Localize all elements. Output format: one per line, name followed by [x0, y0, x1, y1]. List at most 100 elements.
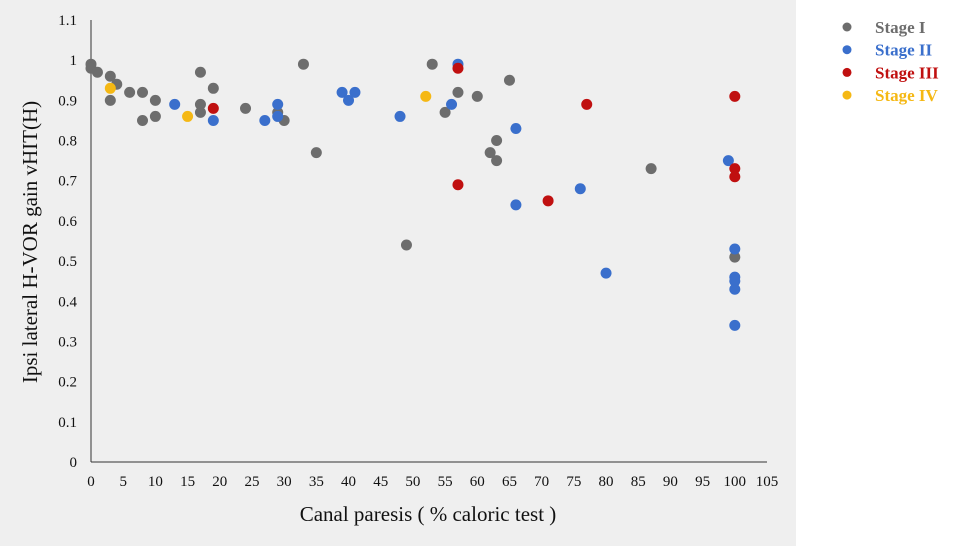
point-stage-i — [491, 135, 503, 147]
point-stage-i — [124, 86, 136, 98]
point-stage-i — [240, 102, 252, 114]
legend-label-stage-ii: Stage II — [875, 41, 933, 60]
point-stage-ii — [259, 114, 271, 126]
x-tick-label: 65 — [502, 474, 517, 490]
x-tick-label: 50 — [405, 474, 420, 490]
point-stage-i — [194, 98, 206, 110]
point-stage-i — [471, 90, 483, 102]
point-stage-iii — [729, 171, 741, 183]
point-stage-ii — [446, 98, 458, 110]
point-stage-i — [104, 70, 116, 82]
x-tick-label: 25 — [244, 474, 259, 490]
x-tick-label: 0 — [87, 474, 95, 490]
point-stage-ii — [510, 199, 522, 211]
point-stage-i — [484, 147, 496, 159]
point-stage-i — [207, 82, 219, 94]
point-stage-ii — [169, 98, 181, 110]
point-stage-iv — [182, 110, 194, 122]
point-stage-i — [491, 155, 503, 167]
legend-label-stage-iv: Stage IV — [875, 86, 939, 105]
y-tick-label: 0.8 — [58, 134, 77, 150]
point-stage-ii — [336, 86, 348, 98]
x-tick-label: 15 — [180, 474, 195, 490]
point-stage-ii — [729, 275, 741, 287]
y-tick-label: 1 — [70, 53, 78, 69]
x-tick-label: 55 — [438, 474, 453, 490]
y-tick-labels: 0 0.1 0.2 0.3 0.4 0.5 0.6 0.7 0.8 0.9 1 1.1 — [58, 13, 77, 471]
axes — [90, 20, 767, 463]
x-tick-label: 90 — [663, 474, 678, 490]
x-tick-label: 95 — [695, 474, 710, 490]
x-tick-label: 75 — [566, 474, 581, 490]
legend-label-stage-i: Stage I — [875, 18, 926, 37]
x-tick-label: 100 — [724, 474, 747, 490]
x-tick-label: 40 — [341, 474, 356, 490]
point-stage-i — [426, 58, 438, 70]
y-tick-label: 0.5 — [58, 254, 77, 270]
x-tick-label: 20 — [212, 474, 227, 490]
point-stage-i — [310, 147, 322, 159]
y-tick-label: 0.2 — [58, 375, 77, 391]
y-tick-label: 0.9 — [58, 93, 77, 109]
point-stage-i — [645, 163, 657, 175]
point-stage-iii — [729, 90, 741, 102]
x-tick-labels: 0 5 10 15 20 25 30 35 40 45 50 55 60 65 70 75 80 85 90 95 10… — [87, 474, 778, 490]
point-stage-i — [91, 66, 103, 78]
point-stage-iii — [542, 195, 554, 207]
legend-marker-stage-ii — [842, 45, 852, 55]
point-stage-i — [297, 58, 309, 70]
point-stage-ii — [272, 110, 284, 122]
legend-marker-stage-iv — [842, 90, 852, 100]
x-tick-label: 80 — [599, 474, 614, 490]
point-stage-i — [400, 239, 412, 251]
y-tick-label: 0.6 — [58, 214, 77, 230]
point-stage-i — [729, 251, 741, 263]
point-stage-iii — [581, 98, 593, 110]
x-tick-label: 85 — [631, 474, 646, 490]
point-stage-ii — [722, 155, 734, 167]
x-tick-label: 10 — [148, 474, 163, 490]
y-tick-label: 0.4 — [58, 294, 77, 310]
legend-marker-stage-iii — [842, 67, 852, 77]
y-tick-label: 0.7 — [58, 174, 77, 190]
point-stage-iv — [104, 82, 116, 94]
point-stage-iv — [420, 90, 432, 102]
point-stage-ii — [574, 183, 586, 195]
point-stage-ii — [510, 122, 522, 134]
point-stage-iii — [207, 102, 219, 114]
x-tick-label: 30 — [277, 474, 292, 490]
y-tick-label: 0.3 — [58, 334, 77, 350]
y-axis-title: Ipsi lateral H-VOR gain vHIT(H) — [18, 101, 42, 383]
y-tick-label: 0.1 — [58, 415, 77, 431]
point-stage-i — [149, 110, 161, 122]
point-stage-i — [439, 106, 451, 118]
point-stage-ii — [272, 98, 284, 110]
point-stage-i — [137, 86, 149, 98]
legend-background — [796, 0, 957, 546]
point-stage-i — [137, 114, 149, 126]
y-tick-label: 0 — [70, 455, 78, 471]
point-stage-i — [194, 66, 206, 78]
point-stage-ii — [207, 114, 219, 126]
point-stage-i — [503, 74, 515, 86]
x-axis-title: Canal paresis ( % caloric test ) — [300, 502, 557, 526]
data-points — [85, 58, 741, 331]
point-stage-iii — [729, 163, 741, 175]
point-stage-ii — [600, 267, 612, 279]
point-stage-ii — [729, 243, 741, 255]
point-stage-ii — [729, 319, 741, 331]
point-stage-iii — [452, 179, 464, 191]
point-stage-i — [104, 94, 116, 106]
point-stage-i — [452, 86, 464, 98]
point-stage-i — [194, 106, 206, 118]
legend: Stage I Stage II Stage III Stage IV — [842, 18, 939, 105]
x-tick-label: 35 — [309, 474, 324, 490]
y-tick-label: 1.1 — [58, 13, 77, 29]
legend-label-stage-iii: Stage III — [875, 63, 939, 82]
point-stage-iii — [452, 62, 464, 74]
x-tick-label: 45 — [373, 474, 388, 490]
point-stage-ii — [394, 110, 406, 122]
point-stage-ii — [349, 86, 361, 98]
